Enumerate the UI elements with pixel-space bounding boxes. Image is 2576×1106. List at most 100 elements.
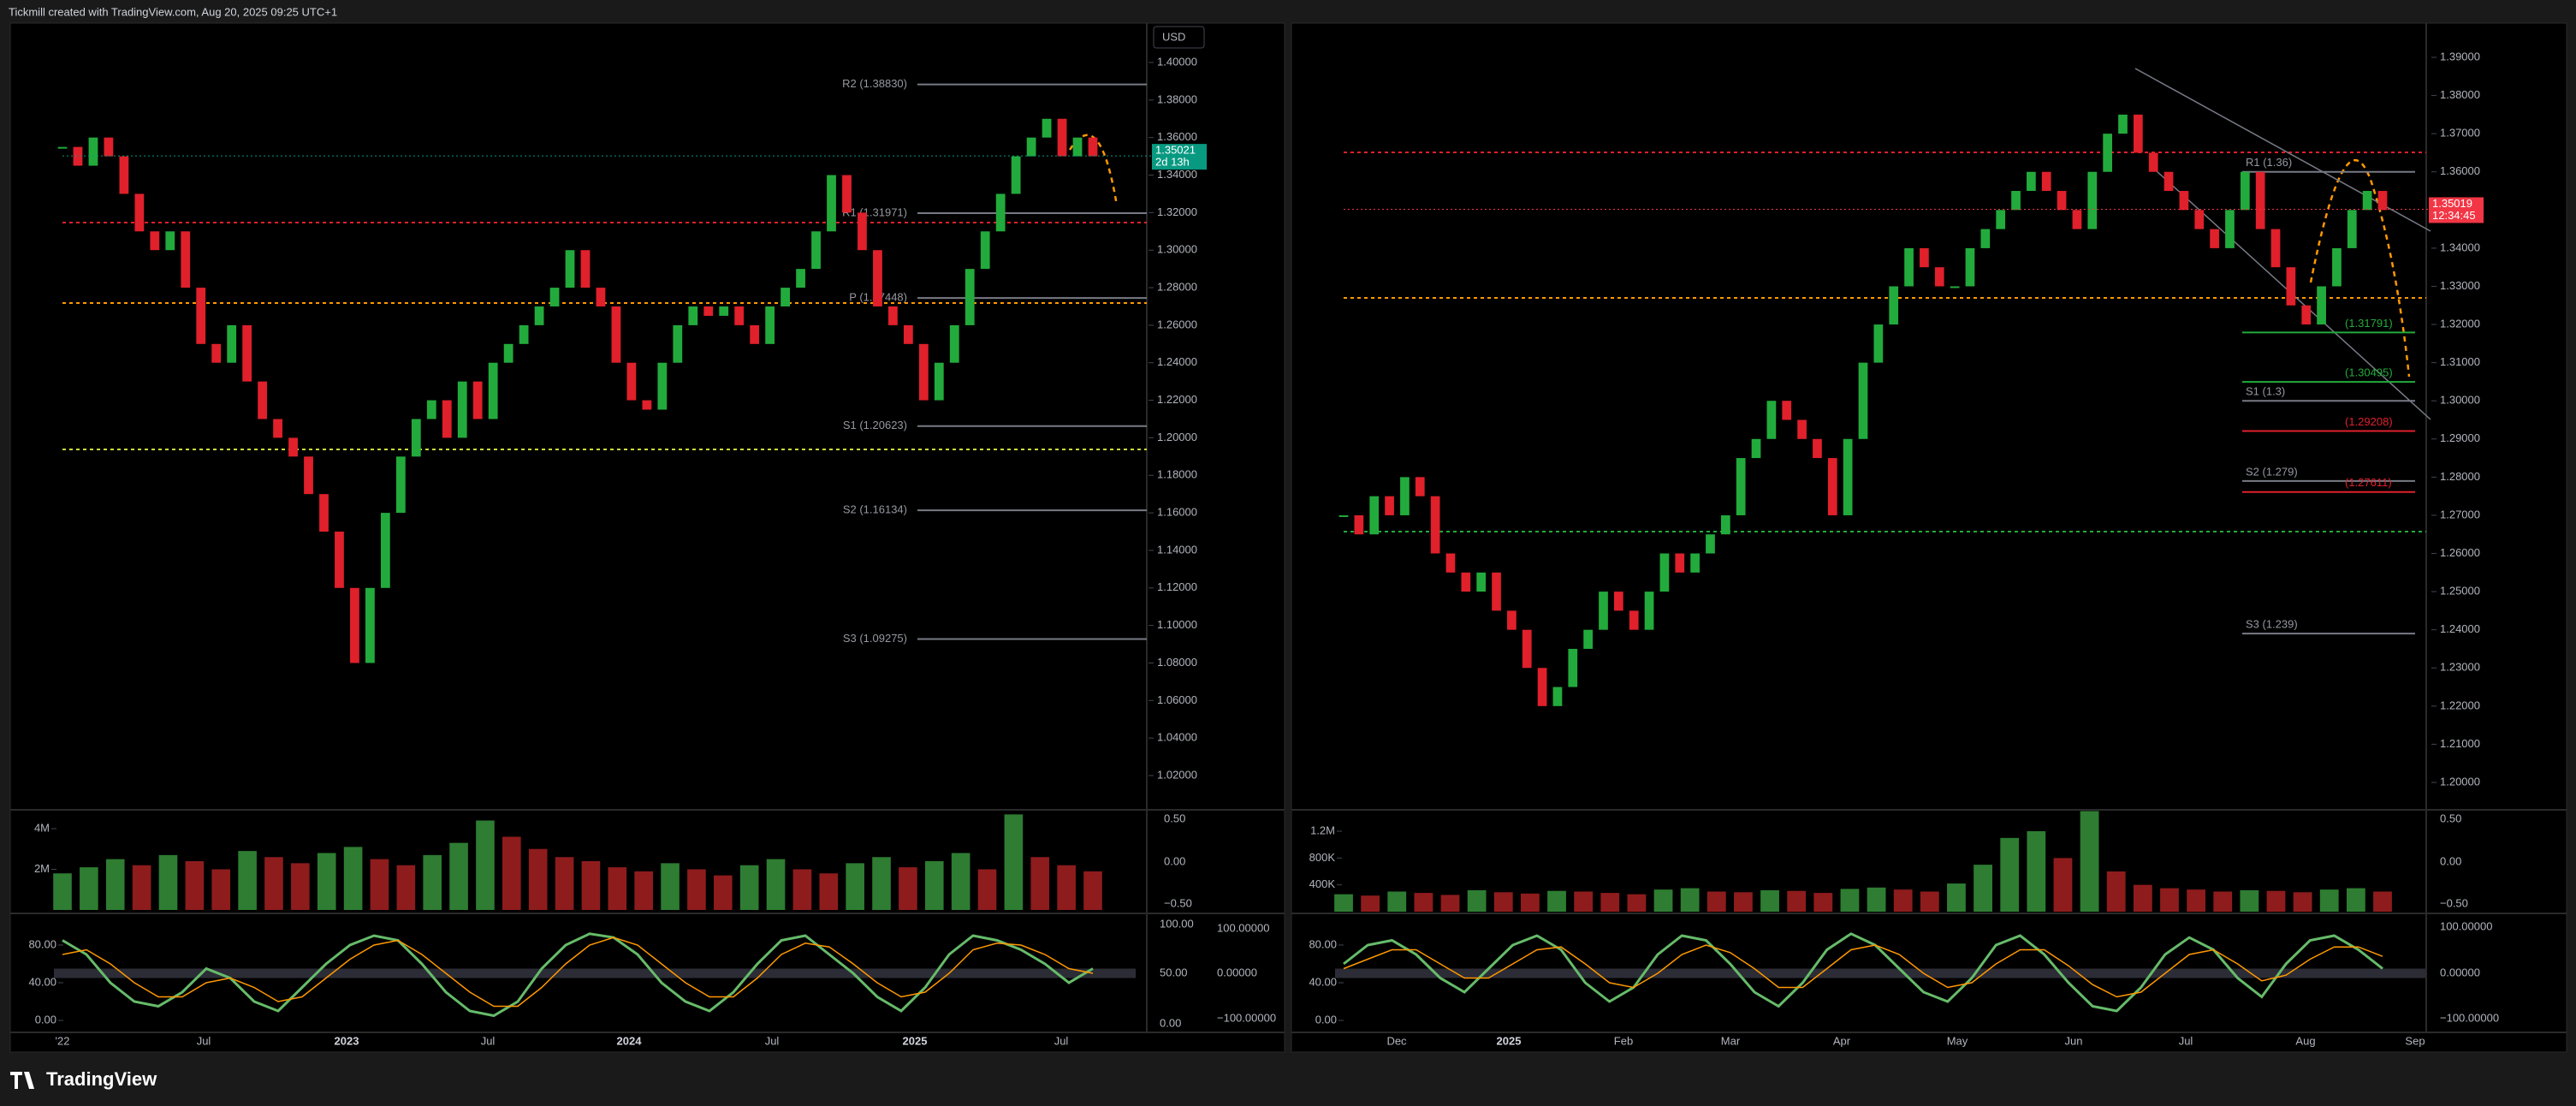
candle — [1088, 137, 1098, 157]
volume-bar — [185, 861, 205, 910]
price-tick-label: 1.24000 — [2440, 622, 2480, 635]
candle — [1706, 534, 1715, 554]
pivot-label: S3 (1.239) — [2246, 618, 2298, 631]
oscillator-tick-label: 80.00 — [28, 937, 56, 950]
candle — [1583, 629, 1594, 649]
candle — [1415, 477, 1425, 497]
candle — [258, 381, 268, 419]
candle — [611, 306, 621, 363]
volume-bar — [343, 847, 363, 910]
pivot-label: (1.29208) — [2345, 415, 2393, 428]
candle — [642, 400, 652, 410]
candle — [365, 587, 375, 663]
volume-bar — [1334, 894, 1353, 912]
candle — [887, 306, 898, 325]
price-tick-label: 1.12000 — [1157, 580, 1197, 593]
candle — [980, 231, 990, 270]
candle — [2240, 171, 2250, 211]
candle — [626, 362, 637, 401]
candle — [227, 324, 237, 363]
candle — [519, 324, 529, 344]
price-tick-label: 1.16000 — [1157, 506, 1197, 519]
candle — [2087, 171, 2098, 229]
volume-bar — [1030, 857, 1050, 910]
volume-bar — [687, 869, 706, 910]
volume-bar — [2373, 891, 2392, 912]
volume-bar — [2266, 890, 2286, 912]
candle — [719, 306, 729, 316]
oscillator-tick-label: 40.00 — [28, 975, 56, 988]
oscillator-line — [1343, 932, 2383, 1013]
oscillator-line — [1343, 944, 2383, 998]
volume-bar — [608, 867, 627, 910]
price-tick-label: 1.34000 — [2440, 241, 2480, 253]
oscillator-side-label: 50.00 — [1160, 966, 1188, 978]
price-tick-label: 1.34000 — [1157, 168, 1197, 181]
volume-bar — [1840, 889, 1860, 912]
volume-bar — [105, 859, 125, 910]
price-tick-label: 1.22000 — [2440, 699, 2480, 711]
volume-bar — [211, 869, 231, 910]
price-tick-label: 1.36000 — [2440, 164, 2480, 177]
candle — [2041, 171, 2051, 192]
candle — [2332, 247, 2342, 287]
candle — [196, 288, 206, 344]
candle — [211, 343, 222, 363]
price-tick-label: 1.26000 — [2440, 546, 2480, 559]
time-label: 2024 — [617, 1034, 643, 1047]
candle — [1522, 629, 1532, 669]
candle — [580, 250, 591, 288]
volume-tick-label: 400K — [1309, 877, 1336, 890]
volume-bar — [1083, 871, 1102, 910]
candle — [1843, 438, 1853, 515]
footer-bar — [0, 1056, 2576, 1106]
volume-bar — [581, 861, 601, 910]
price-tick-label: 1.39000 — [2440, 50, 2480, 62]
volume-bar — [502, 836, 521, 910]
candle — [1813, 438, 1822, 459]
candle — [150, 231, 160, 251]
candle — [1400, 477, 1410, 515]
pivot-label: S1 (1.3) — [2246, 385, 2285, 398]
candle — [380, 513, 390, 588]
price-tick-label: 1.18000 — [1157, 468, 1197, 481]
price-tick-label: 1.20000 — [1157, 431, 1197, 443]
candle — [273, 419, 282, 438]
price-tick-label: 1.30000 — [1157, 243, 1197, 256]
time-label: Jul — [1054, 1034, 1069, 1047]
volume-bar — [1947, 883, 1966, 912]
volume-bar — [766, 859, 786, 910]
candle — [1461, 572, 1471, 592]
candle — [57, 146, 68, 149]
candle — [1996, 210, 2006, 229]
candle — [2362, 191, 2372, 211]
volume-bar — [449, 842, 468, 910]
candle — [1690, 553, 1700, 573]
volume-bar — [899, 867, 917, 910]
price-tick-label: 1.30000 — [2440, 394, 2480, 407]
candle — [1797, 419, 1807, 439]
candle — [934, 362, 944, 401]
volume-bar — [132, 865, 151, 910]
volume-bar — [1680, 888, 1700, 912]
price-tick-label: 1.38000 — [1157, 92, 1197, 105]
volume-bar — [1547, 890, 1566, 912]
candle — [1827, 458, 1837, 515]
candle — [2301, 305, 2312, 325]
volume-bar — [2346, 888, 2365, 912]
candle — [811, 231, 821, 270]
volume-bar — [1600, 893, 1620, 912]
volume-bar — [1734, 892, 1753, 912]
candle — [165, 231, 175, 251]
candle — [319, 494, 329, 532]
oscillator-side-label: 100.00000 — [2440, 919, 2492, 932]
volume-bar — [1440, 895, 1460, 912]
pane-separators — [10, 23, 2567, 1033]
volume-bar — [924, 861, 944, 910]
candle — [1445, 553, 1456, 573]
candle — [1751, 438, 1761, 459]
oscillator-tick-label: 0.00 — [1315, 1013, 1337, 1026]
pivot-label: R1 (1.31971) — [842, 205, 907, 218]
oscillator-side-label: 100.00 — [1160, 917, 1194, 930]
candle — [1552, 687, 1563, 706]
